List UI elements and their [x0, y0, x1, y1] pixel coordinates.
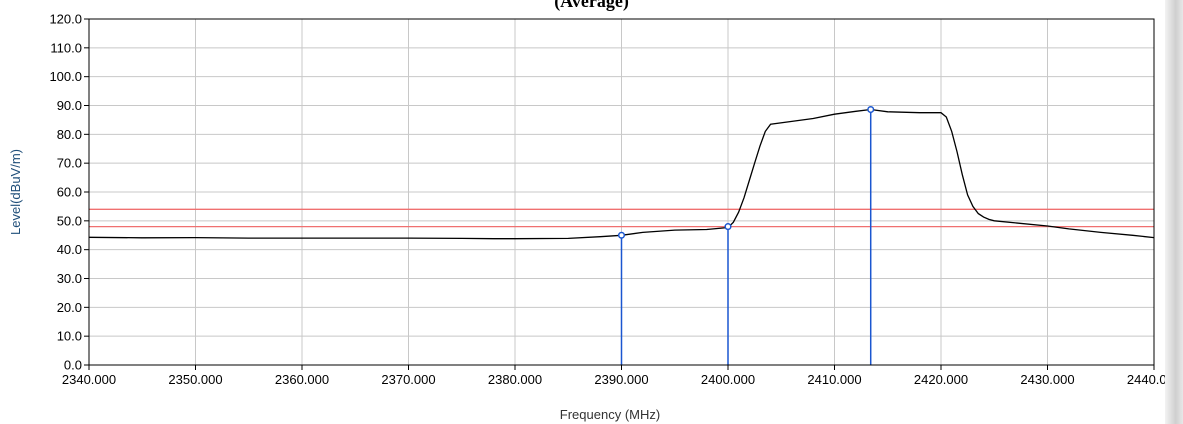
- y-tick-label: 70.0: [57, 156, 82, 171]
- x-tick-label: 2360.000: [275, 372, 329, 387]
- y-axis-ticks: 0.0 10.0 20.0 30.0 40.0 50.0 60.0 70.0 80.0 90.0 1…: [49, 12, 89, 373]
- x-axis-ticks: 2340.000 2350.000 2360.000 2370.000 2380.000…: [62, 365, 1165, 387]
- marker-lines: [620, 109, 872, 365]
- marker-point: [724, 223, 732, 231]
- y-tick-label: 90.0: [57, 98, 82, 113]
- y-tick-label: 20.0: [57, 300, 82, 315]
- vertical-scrollbar[interactable]: [1165, 0, 1183, 424]
- marker-point: [867, 105, 875, 114]
- level-trace: [88, 108, 1155, 240]
- x-tick-label: 2390.000: [594, 372, 648, 387]
- x-tick-label: 2430.000: [1020, 372, 1074, 387]
- y-tick-label: 60.0: [57, 185, 82, 200]
- x-tick-label: 2410.000: [807, 372, 861, 387]
- x-tick-label: 2400.000: [701, 372, 755, 387]
- x-tick-label: 2380.000: [488, 372, 542, 387]
- y-tick-label: 50.0: [57, 213, 82, 228]
- x-tick-label: 2370.000: [381, 372, 435, 387]
- y-tick-label: 40.0: [57, 242, 82, 257]
- y-axis-label: Level(dBuV/m): [8, 149, 23, 235]
- marker-points: [617, 105, 875, 239]
- y-tick-label: 80.0: [57, 127, 82, 142]
- y-tick-label: 10.0: [57, 329, 82, 344]
- limit-lines: [89, 208, 1154, 228]
- y-tick-label: 100.0: [49, 69, 82, 84]
- y-tick-label: 30.0: [57, 271, 82, 286]
- x-tick-label: 2350.000: [168, 372, 222, 387]
- x-tick-label: 2420.000: [914, 372, 968, 387]
- x-tick-label: 2340.000: [62, 372, 116, 387]
- y-tick-label: 0.0: [64, 358, 82, 373]
- y-tick-label: 120.0: [49, 12, 82, 27]
- y-tick-label: 110.0: [50, 40, 82, 55]
- x-axis-label: Frequency (MHz): [560, 407, 660, 422]
- x-tick-label: 2440.000: [1127, 372, 1165, 387]
- marker-point: [617, 231, 626, 239]
- page-title: (Average): [554, 0, 629, 11]
